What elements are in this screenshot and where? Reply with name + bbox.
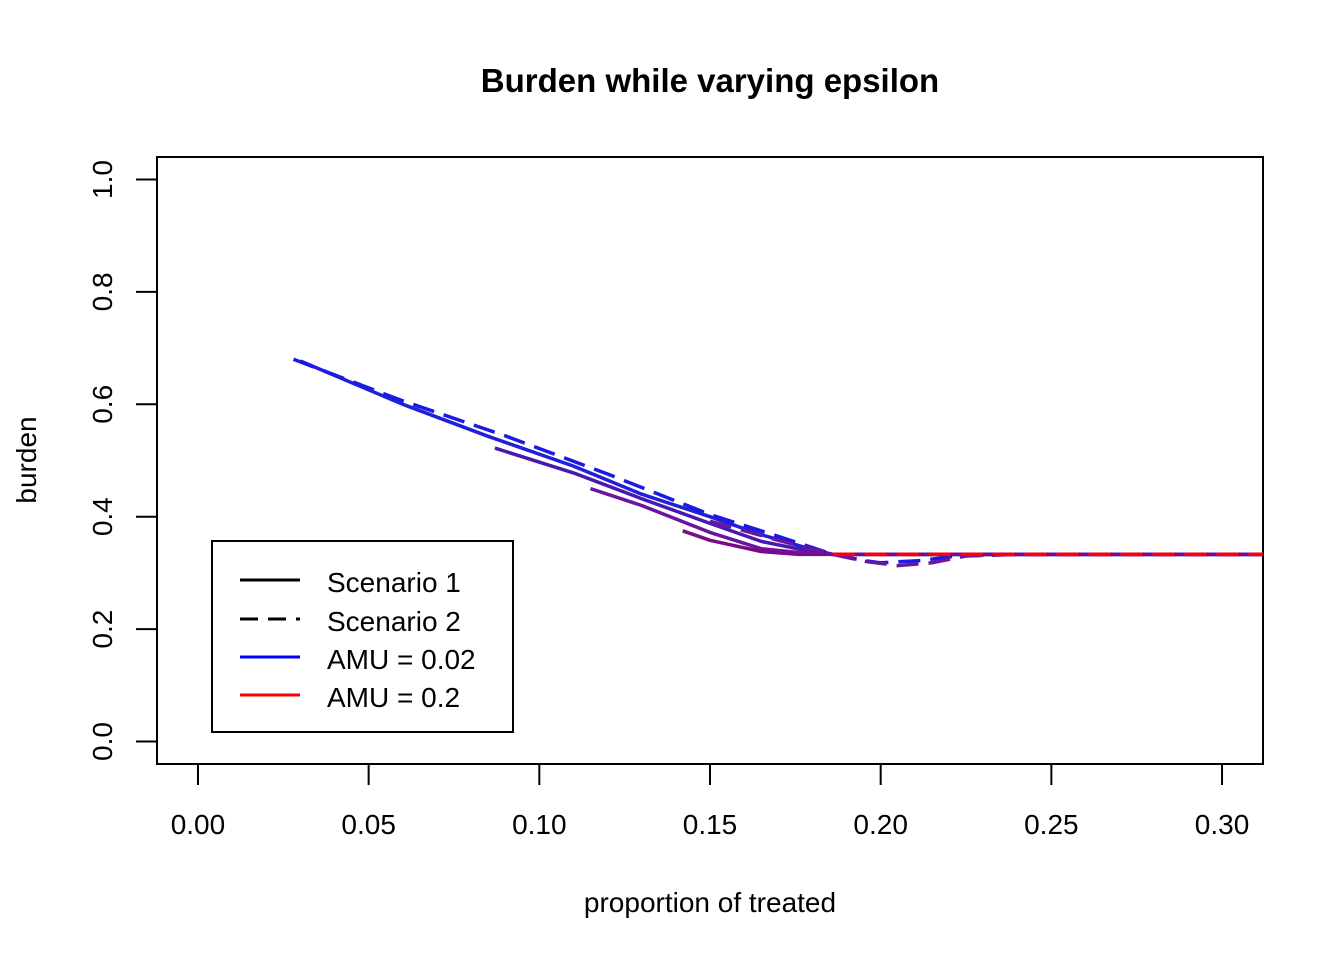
y-tick-label: 0.0 <box>87 722 118 761</box>
legend-label-amu-002: AMU = 0.02 <box>327 644 476 675</box>
x-tick-label: 0.00 <box>171 809 226 840</box>
legend-box <box>211 540 514 733</box>
series-layer <box>292 357 1263 568</box>
series-line-scenario-1-2 <box>589 486 1263 557</box>
x-axis-label: proportion of treated <box>584 887 836 918</box>
y-tick-label: 0.8 <box>87 272 118 311</box>
x-tick-label: 0.25 <box>1024 809 1079 840</box>
chart-title: Burden while varying epsilon <box>481 62 939 99</box>
y-axis-label: burden <box>11 416 42 503</box>
legend-label-scenario-1: Scenario 1 <box>327 567 461 598</box>
x-tick-label: 0.30 <box>1195 809 1250 840</box>
series-line-scenario-2-4 <box>292 357 1263 565</box>
x-tick-label: 0.15 <box>683 809 738 840</box>
series-line-scenario-1-1 <box>494 446 1263 557</box>
x-axis: 0.00 0.05 0.10 0.15 0.20 0.25 0.30 <box>171 763 1250 840</box>
y-tick-label: 0.4 <box>87 497 118 536</box>
legend-label-scenario-2: Scenario 2 <box>327 606 461 637</box>
y-tick-label: 1.0 <box>87 160 118 199</box>
legend-label-amu-02: AMU = 0.2 <box>327 682 460 713</box>
series-line-scenario-2-5 <box>709 519 1263 568</box>
y-axis: 0.0 0.2 0.4 0.6 0.8 1.0 <box>87 160 158 761</box>
legend: Scenario 1 Scenario 2 AMU = 0.02 AMU = 0… <box>211 540 514 733</box>
x-tick-label: 0.05 <box>341 809 396 840</box>
x-tick-label: 0.10 <box>512 809 567 840</box>
series-line-scenario-1-0 <box>299 359 1263 557</box>
y-tick-label: 0.6 <box>87 385 118 424</box>
x-tick-label: 0.20 <box>853 809 908 840</box>
y-tick-label: 0.2 <box>87 610 118 649</box>
